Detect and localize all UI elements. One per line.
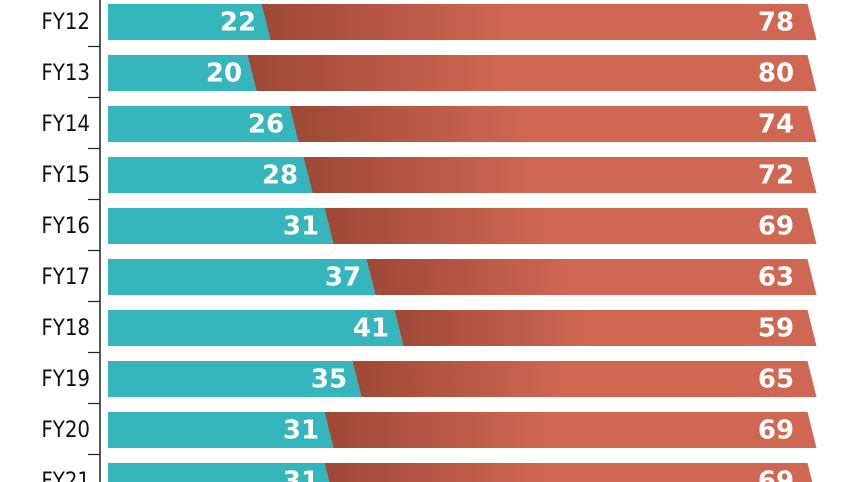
category-label: FY21 (41, 469, 90, 482)
bar-segment (324, 463, 813, 482)
value-label: 35 (311, 365, 347, 395)
bar-segment (108, 55, 257, 91)
bar-segment (324, 412, 817, 448)
value-label: 74 (758, 110, 794, 140)
bar-segment (108, 361, 362, 397)
bar-segment (247, 55, 817, 91)
bar-segment (108, 208, 334, 244)
bar-segment (108, 4, 271, 40)
value-label: 31 (283, 416, 319, 446)
bar-segment (108, 463, 330, 482)
value-label: 59 (758, 314, 794, 344)
value-label: 22 (220, 8, 256, 38)
value-label: 37 (325, 263, 361, 293)
bar-segment (289, 106, 817, 142)
category-label: FY19 (41, 367, 90, 392)
value-label: 69 (758, 416, 794, 446)
bar-segment (108, 310, 404, 346)
bar-segment (366, 259, 817, 295)
value-label: 31 (283, 212, 319, 242)
value-label: 69 (758, 212, 794, 242)
category-label: FY20 (41, 418, 90, 443)
bar-segment (352, 361, 817, 397)
value-label: 65 (758, 365, 794, 395)
value-label: 63 (758, 263, 794, 293)
value-label: 31 (283, 467, 319, 482)
category-label: FY16 (41, 214, 90, 239)
value-label: 28 (262, 161, 298, 191)
value-label: 41 (353, 314, 389, 344)
value-label: 80 (758, 59, 794, 89)
bar-segment (108, 106, 299, 142)
bar-segment (303, 157, 817, 193)
bar-segment (394, 310, 817, 346)
category-label: FY12 (41, 10, 90, 35)
value-label: 26 (248, 110, 284, 140)
value-label: 78 (758, 8, 794, 38)
bar-segment (108, 412, 334, 448)
value-label: 20 (206, 59, 242, 89)
bar-segment (108, 259, 376, 295)
category-label: FY13 (41, 61, 90, 86)
category-label: FY15 (41, 163, 90, 188)
value-label: 69 (758, 467, 794, 482)
bar-segment (108, 157, 313, 193)
value-label: 72 (758, 161, 794, 191)
bar-segment (261, 4, 817, 40)
category-label: FY17 (41, 265, 90, 290)
bar-segment (324, 208, 817, 244)
category-label: FY18 (41, 316, 90, 341)
category-label: FY14 (41, 112, 90, 137)
